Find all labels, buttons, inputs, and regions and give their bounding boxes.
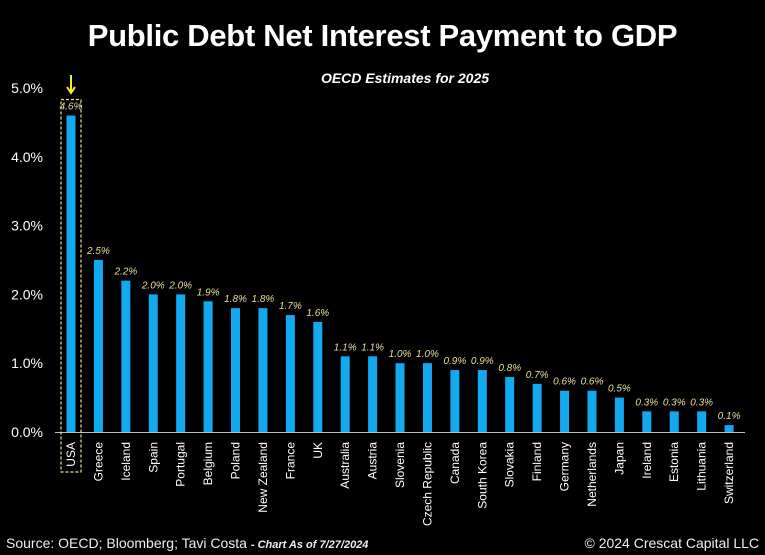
data-label: 0.9% xyxy=(443,356,466,367)
x-tick-label: Iceland xyxy=(119,442,133,481)
data-label: 1.7% xyxy=(279,301,302,312)
y-tick-label: 1.0% xyxy=(11,355,43,371)
data-label: 4.6% xyxy=(60,102,83,113)
data-label: 0.6% xyxy=(581,377,604,388)
bar-switzerland xyxy=(724,425,734,432)
bar-canada xyxy=(450,370,460,432)
data-label: 2.5% xyxy=(86,246,110,257)
data-label: 1.0% xyxy=(416,349,439,360)
bar-south-korea xyxy=(477,370,487,432)
x-tick-label: Netherlands xyxy=(585,442,599,507)
x-tick-label: Japan xyxy=(612,442,626,475)
highlight-box xyxy=(60,98,82,473)
x-tick-label: Germany xyxy=(558,442,572,491)
x-tick-label: Lithuania xyxy=(695,442,709,491)
y-tick-label: 2.0% xyxy=(11,286,43,302)
x-tick-label: Slovenia xyxy=(393,442,407,488)
data-label: 0.7% xyxy=(526,370,549,381)
data-label: 1.1% xyxy=(361,342,384,353)
x-tick-label: France xyxy=(283,442,297,480)
bar-austria xyxy=(368,356,378,432)
data-label: 1.0% xyxy=(389,349,412,360)
data-label: 0.3% xyxy=(663,397,686,408)
x-tick-label: Portugal xyxy=(174,442,188,487)
bar-usa xyxy=(66,115,76,433)
bar-france xyxy=(285,315,295,432)
y-tick-label: 3.0% xyxy=(11,218,43,234)
bar-new-zealand xyxy=(258,308,268,432)
y-tick-label: 0.0% xyxy=(11,424,43,440)
x-tick-label: Austria xyxy=(366,442,380,480)
bar-ireland xyxy=(642,411,652,432)
bar-japan xyxy=(614,397,624,432)
x-tick-label: UK xyxy=(311,442,325,459)
as-of-date: - Chart As of 7/27/2024 xyxy=(250,539,369,551)
bar-slovenia xyxy=(395,363,405,432)
chart-title: Public Debt Net Interest Payment to GDP xyxy=(87,18,678,53)
bar-greece xyxy=(93,260,103,432)
bar-czech-republic xyxy=(422,363,432,432)
bar-lithuania xyxy=(697,411,707,432)
x-tick-label: Ireland xyxy=(640,442,654,479)
bar-slovakia xyxy=(505,376,515,432)
bar-netherlands xyxy=(587,390,597,432)
x-tick-label: Slovakia xyxy=(503,442,517,488)
data-label: 2.0% xyxy=(168,280,192,291)
y-tick-label: 5.0% xyxy=(11,80,43,96)
x-tick-label: New Zealand xyxy=(256,442,270,513)
data-label: 1.6% xyxy=(306,308,329,319)
bar-uk xyxy=(313,321,323,432)
data-label: 0.6% xyxy=(553,377,576,388)
x-tick-label: South Korea xyxy=(475,442,489,509)
data-label: 0.5% xyxy=(608,384,631,395)
x-tick-label: Belgium xyxy=(201,442,215,485)
bar-poland xyxy=(231,308,241,432)
bar-portugal xyxy=(176,294,186,432)
x-tick-label: Australia xyxy=(338,442,352,489)
data-label: 0.3% xyxy=(690,397,713,408)
bar-germany xyxy=(560,390,570,432)
arrow-down-icon xyxy=(66,75,76,95)
bar-finland xyxy=(532,383,542,432)
bar-australia xyxy=(340,356,350,432)
x-tick-label: Canada xyxy=(448,442,462,484)
data-label: 1.8% xyxy=(252,294,275,305)
copyright: © 2024 Crescat Capital LLC xyxy=(584,535,759,551)
x-tick-label: Greece xyxy=(91,442,105,482)
x-tick-label: Poland xyxy=(229,442,243,479)
x-tick-label: Switzerland xyxy=(722,442,736,504)
data-label: 1.1% xyxy=(334,342,357,353)
bar-spain xyxy=(148,294,158,432)
data-label: 1.8% xyxy=(224,294,247,305)
data-label: 0.3% xyxy=(635,397,658,408)
y-tick-label: 4.0% xyxy=(11,149,43,165)
x-tick-label: Spain xyxy=(146,442,160,473)
data-label: 0.9% xyxy=(471,356,494,367)
data-label: 0.1% xyxy=(718,411,741,422)
source-note: Source: OECD; Bloomberg; Tavi Costa - Ch… xyxy=(6,535,368,551)
x-tick-label: Czech Republic xyxy=(420,442,434,526)
data-label: 2.2% xyxy=(113,267,137,278)
x-tick-label: USA xyxy=(64,442,78,467)
x-tick-label: Finland xyxy=(530,442,544,481)
source-text: Source: OECD; Bloomberg; Tavi Costa xyxy=(6,535,247,551)
data-label: 2.0% xyxy=(141,280,165,291)
bar-estonia xyxy=(669,411,679,432)
data-label: 1.9% xyxy=(197,287,220,298)
x-tick-label: Estonia xyxy=(667,442,681,482)
bar-belgium xyxy=(203,301,213,432)
data-label: 0.8% xyxy=(498,363,521,374)
chart-subtitle: OECD Estimates for 2025 xyxy=(320,70,490,86)
bar-iceland xyxy=(121,280,131,432)
